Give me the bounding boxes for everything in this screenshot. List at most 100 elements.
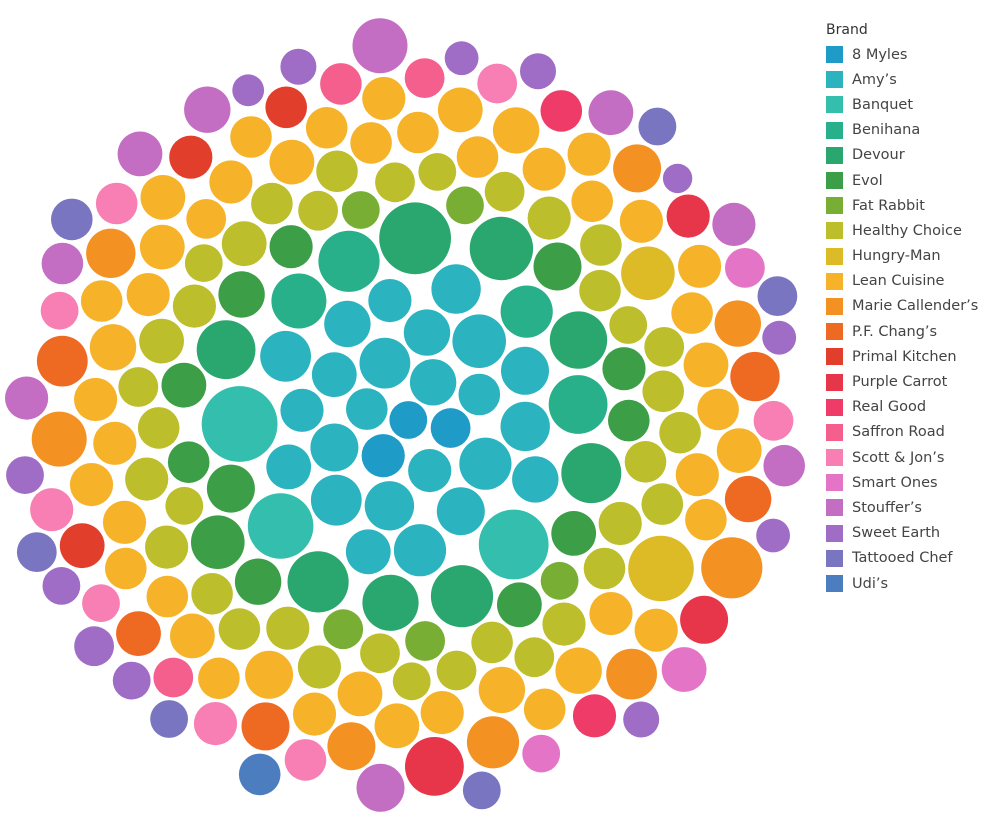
bubble[interactable] xyxy=(323,609,364,650)
bubble[interactable] xyxy=(356,763,405,812)
bubble[interactable] xyxy=(310,423,359,472)
bubble[interactable] xyxy=(379,202,451,275)
bubble[interactable] xyxy=(446,186,484,225)
bubble[interactable] xyxy=(555,647,602,694)
bubble[interactable] xyxy=(271,273,327,329)
bubble[interactable] xyxy=(462,771,501,810)
bubble[interactable] xyxy=(697,388,739,431)
bubble[interactable] xyxy=(405,737,464,796)
bubble[interactable] xyxy=(628,535,694,602)
bubble[interactable] xyxy=(327,722,376,771)
bubble[interactable] xyxy=(580,224,622,266)
bubble[interactable] xyxy=(170,613,215,659)
bubble[interactable] xyxy=(337,671,383,717)
bubble[interactable] xyxy=(241,702,290,751)
bubble[interactable] xyxy=(218,608,261,650)
bubble[interactable] xyxy=(260,330,311,382)
bubble[interactable] xyxy=(431,264,481,314)
bubble[interactable] xyxy=(59,523,105,569)
bubble[interactable] xyxy=(361,434,405,478)
bubble[interactable] xyxy=(683,342,729,388)
bubble[interactable] xyxy=(287,551,349,613)
bubble[interactable] xyxy=(714,300,761,347)
bubble[interactable] xyxy=(436,487,485,536)
legend-item[interactable]: Stouffer’s xyxy=(826,495,996,520)
bubble[interactable] xyxy=(350,122,392,164)
bubble[interactable] xyxy=(169,135,213,179)
bubble[interactable] xyxy=(316,150,358,193)
bubble[interactable] xyxy=(567,132,611,176)
bubble[interactable] xyxy=(368,279,412,323)
bubble[interactable] xyxy=(452,314,507,369)
bubble[interactable] xyxy=(362,76,406,121)
legend-item[interactable]: Evol xyxy=(826,168,996,193)
bubble[interactable] xyxy=(638,107,677,146)
bubble[interactable] xyxy=(345,529,391,575)
bubble[interactable] xyxy=(701,537,763,599)
bubble[interactable] xyxy=(89,324,137,371)
bubble[interactable] xyxy=(634,608,678,652)
bubble[interactable] xyxy=(408,449,452,493)
bubble[interactable] xyxy=(145,525,189,569)
bubble[interactable] xyxy=(280,48,317,85)
bubble[interactable] xyxy=(375,162,415,203)
bubble[interactable] xyxy=(126,273,170,317)
bubble[interactable] xyxy=(500,285,553,338)
bubble[interactable] xyxy=(497,582,542,628)
bubble[interactable] xyxy=(716,428,762,473)
bubble[interactable] xyxy=(430,408,471,448)
bubble[interactable] xyxy=(41,242,84,285)
bubble[interactable] xyxy=(712,202,756,246)
bubble[interactable] xyxy=(579,269,621,312)
bubble[interactable] xyxy=(444,41,479,76)
legend-item[interactable]: Saffron Road xyxy=(826,420,996,445)
bubble[interactable] xyxy=(533,242,582,291)
bubble[interactable] xyxy=(305,107,348,149)
legend-item[interactable]: Banquet xyxy=(826,92,996,117)
bubble[interactable] xyxy=(409,359,457,406)
bubble[interactable] xyxy=(680,595,729,644)
bubble[interactable] xyxy=(198,657,240,700)
bubble[interactable] xyxy=(117,131,163,177)
bubble[interactable] xyxy=(644,327,685,367)
legend-item[interactable]: Purple Carrot xyxy=(826,369,996,394)
bubble[interactable] xyxy=(753,400,794,441)
bubble[interactable] xyxy=(161,362,207,408)
bubble[interactable] xyxy=(527,196,571,240)
legend-item[interactable]: Amy’s xyxy=(826,67,996,92)
bubble[interactable] xyxy=(234,558,282,605)
legend-item[interactable]: Hungry-Man xyxy=(826,244,996,269)
bubble[interactable] xyxy=(623,701,660,738)
bubble[interactable] xyxy=(341,191,380,229)
bubble[interactable] xyxy=(420,691,464,735)
bubble[interactable] xyxy=(297,645,341,689)
bubble[interactable] xyxy=(74,626,114,667)
legend-item[interactable]: Marie Callender’s xyxy=(826,294,996,319)
bubble[interactable] xyxy=(583,547,626,590)
bubble[interactable] xyxy=(572,694,617,738)
legend-item[interactable]: Tattooed Chef xyxy=(826,546,996,571)
bubble[interactable] xyxy=(42,567,81,605)
bubble[interactable] xyxy=(206,464,255,513)
bubble[interactable] xyxy=(140,175,186,220)
legend-item[interactable]: 8 Myles xyxy=(826,42,996,67)
bubble[interactable] xyxy=(40,291,79,330)
bubble[interactable] xyxy=(418,153,457,191)
bubble[interactable] xyxy=(139,224,185,270)
bubble[interactable] xyxy=(298,190,338,231)
bubble[interactable] xyxy=(588,90,634,136)
bubble[interactable] xyxy=(501,346,549,395)
bubble[interactable] xyxy=(520,53,556,90)
bubble[interactable] xyxy=(172,284,216,328)
bubble[interactable] xyxy=(30,488,74,532)
bubble[interactable] xyxy=(478,509,549,580)
bubble[interactable] xyxy=(95,182,138,225)
legend-item[interactable]: Smart Ones xyxy=(826,470,996,495)
bubble[interactable] xyxy=(374,703,420,749)
bubble[interactable] xyxy=(523,688,566,731)
bubble[interactable] xyxy=(80,280,123,322)
bubble[interactable] xyxy=(662,163,693,194)
bubble[interactable] xyxy=(469,216,534,281)
bubble[interactable] xyxy=(392,662,431,701)
bubble[interactable] xyxy=(522,734,561,773)
